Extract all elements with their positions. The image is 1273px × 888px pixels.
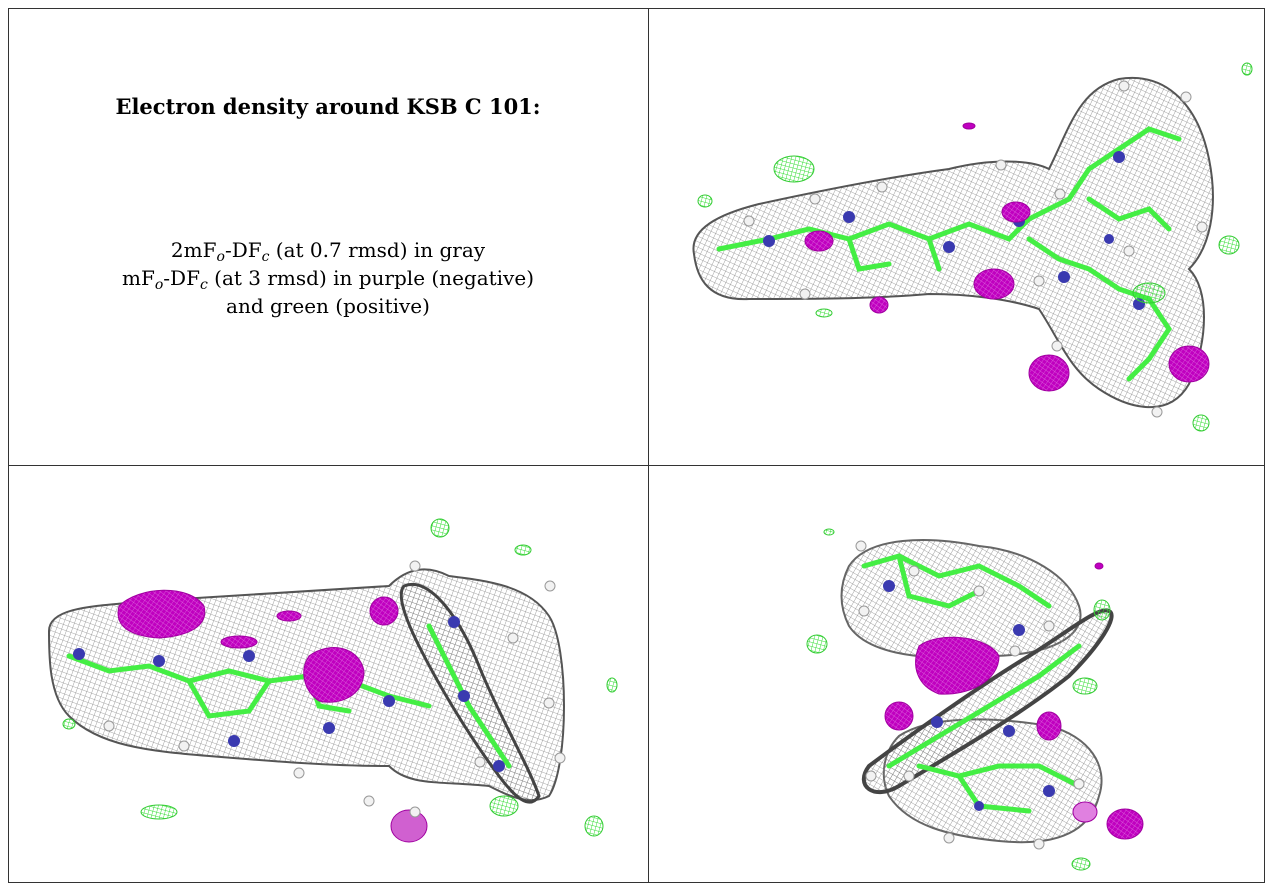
table-border-center: [648, 8, 649, 883]
legend-line-fo-fc: mFo-DFc (at 3 rmsd) in purple (negative): [122, 266, 534, 293]
table-border-top: [8, 8, 1265, 9]
figure-table: Electron density around KSB C 101: 2mFo-…: [8, 8, 1265, 883]
figure-title: Electron density around KSB C 101:: [115, 94, 541, 119]
table-border-right: [1264, 8, 1265, 883]
figure-description: 2mFo-DFc (at 0.7 rmsd) in gray mFo-DFc (…: [8, 236, 648, 320]
caption-cell: Electron density around KSB C 101: 2mFo-…: [8, 8, 648, 465]
table-border-left: [8, 8, 9, 883]
molecule-density-view-3-icon: [806, 528, 1144, 871]
molecule-density-view-1-icon: [692, 62, 1253, 432]
legend-line-colors: and green (positive): [226, 294, 430, 318]
view-bottom-right: [649, 466, 1264, 882]
table-border-bottom: [8, 882, 1265, 883]
legend-line-2fo-fc: 2mFo-DFc (at 0.7 rmsd) in gray: [170, 238, 486, 265]
view-bottom-left: [9, 466, 648, 882]
view-top-right: [649, 9, 1264, 465]
table-border-middle: [8, 465, 1265, 466]
molecule-density-view-2-icon: [47, 518, 618, 843]
